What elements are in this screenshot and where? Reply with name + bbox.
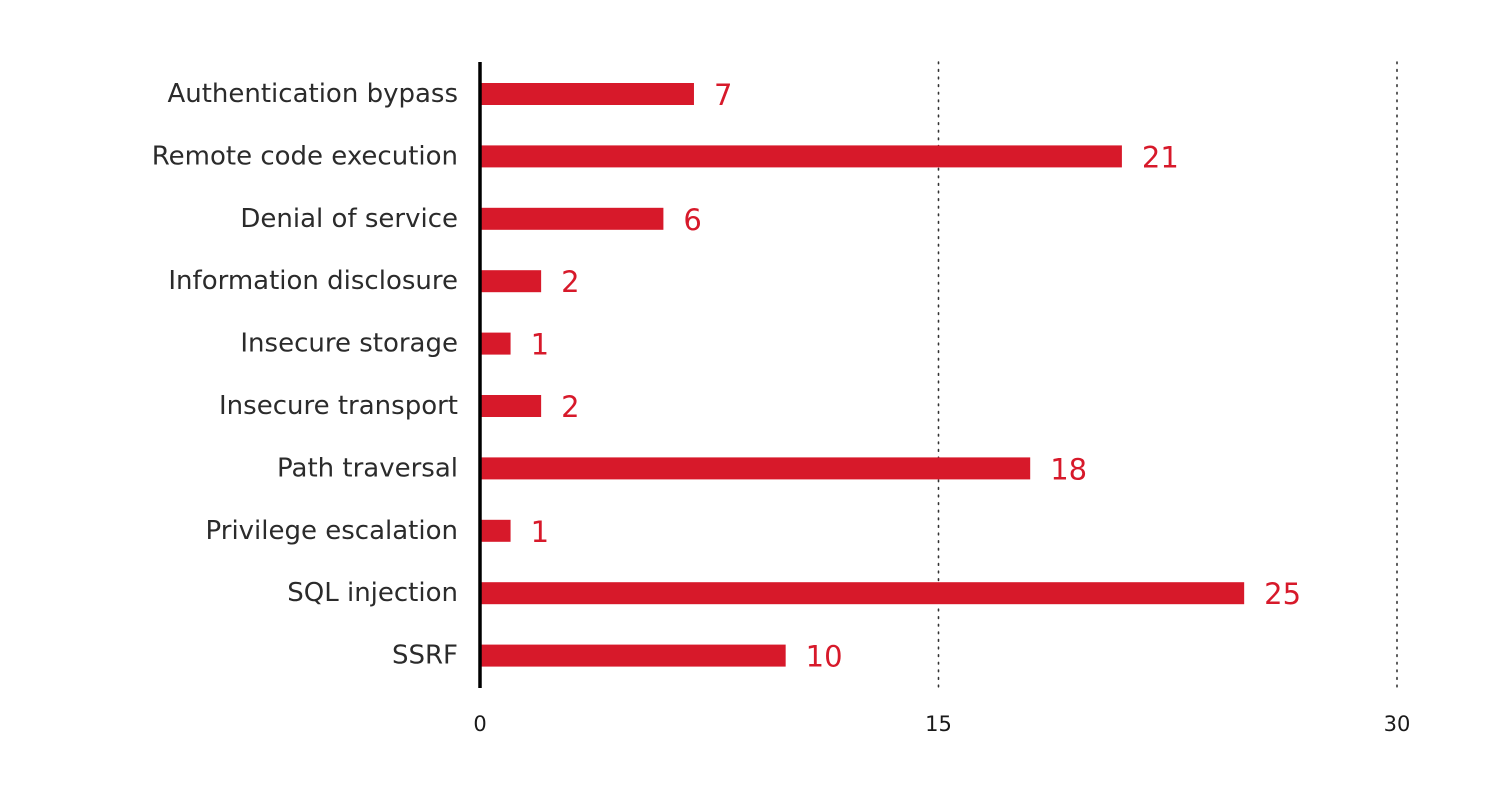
value-label-ssrf: 10: [806, 640, 843, 674]
category-label-denial-of-service: Denial of service: [240, 204, 458, 234]
category-label-insecure-transport: Insecure transport: [219, 391, 458, 421]
category-label-remote-code-execution: Remote code execution: [152, 141, 458, 171]
category-label-information-disclosure: Information disclosure: [168, 266, 458, 296]
value-label-privilege-escalation: 1: [531, 515, 549, 549]
x-tick-label-0: 0: [473, 712, 486, 736]
bar-insecure-transport: [480, 395, 542, 417]
x-tick-label-30: 30: [1384, 712, 1411, 736]
bar-privilege-escalation: [480, 519, 511, 542]
labels: Authentication bypass 7 Remote code execut…: [152, 78, 1411, 736]
value-label-denial-of-service: 6: [683, 203, 701, 237]
value-label-sql-injection: 25: [1264, 577, 1301, 611]
bar-authentication-bypass: [480, 83, 694, 105]
value-label-remote-code-execution: 21: [1142, 140, 1179, 174]
value-label-insecure-storage: 1: [531, 328, 549, 362]
category-label-path-traversal: Path traversal: [277, 453, 458, 483]
category-label-authentication-bypass: Authentication bypass: [167, 79, 458, 109]
bar-ssrf: [480, 644, 786, 667]
bar-insecure-storage: [480, 332, 511, 355]
category-label-insecure-storage: Insecure storage: [240, 329, 458, 359]
bars: [480, 83, 1245, 667]
value-label-information-disclosure: 2: [561, 265, 579, 299]
category-label-privilege-escalation: Privilege escalation: [206, 516, 458, 546]
x-tick-label-15: 15: [925, 712, 952, 736]
bar-remote-code-execution: [480, 145, 1122, 168]
category-label-sql-injection: SQL injection: [287, 578, 458, 608]
bar-sql-injection: [480, 582, 1245, 605]
gridlines: [937, 61, 1398, 689]
bar-path-traversal: [480, 457, 1031, 480]
value-label-authentication-bypass: 7: [714, 78, 732, 112]
value-label-path-traversal: 18: [1050, 452, 1087, 486]
category-label-ssrf: SSRF: [392, 641, 458, 671]
bar-denial-of-service: [480, 207, 664, 230]
value-label-insecure-transport: 2: [561, 390, 579, 424]
bar-information-disclosure: [480, 270, 542, 293]
